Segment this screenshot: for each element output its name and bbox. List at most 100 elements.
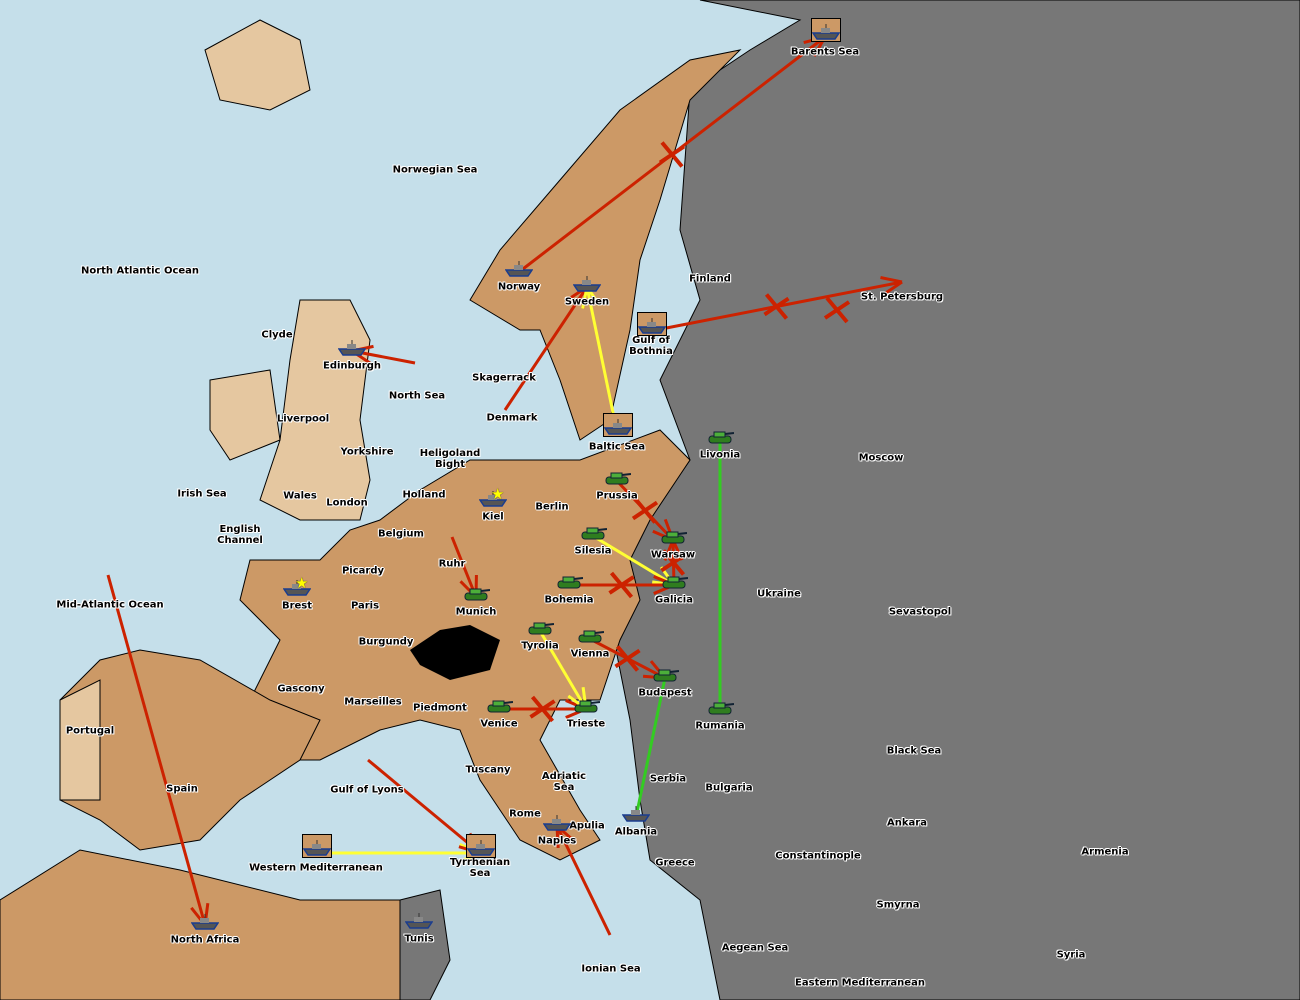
province-label[interactable]: Armenia: [1081, 846, 1129, 858]
region-iceland[interactable]: [204, 19, 311, 111]
army-unit[interactable]: [485, 698, 513, 714]
move-order-line[interactable]: [555, 825, 612, 936]
province-label[interactable]: Berlin: [535, 501, 569, 513]
province-label[interactable]: Syria: [1056, 949, 1086, 961]
province-label[interactable]: Heligoland Bight: [419, 448, 481, 470]
fleet-unit[interactable]: [637, 312, 667, 336]
province-label[interactable]: Silesia: [574, 545, 612, 557]
fleet-unit[interactable]: [479, 491, 507, 507]
province-label[interactable]: Tyrolia: [521, 640, 559, 652]
province-label[interactable]: Serbia: [649, 773, 687, 785]
province-label[interactable]: Venice: [480, 718, 518, 730]
province-label[interactable]: Skagerrack: [472, 372, 536, 384]
province-label[interactable]: North Sea: [388, 390, 446, 402]
move-order-line[interactable]: [106, 574, 207, 926]
move-order-line[interactable]: [450, 536, 478, 598]
hold-support-order-line[interactable]: [634, 677, 667, 818]
province-label[interactable]: Denmark: [486, 412, 538, 424]
province-label[interactable]: Ruhr: [438, 558, 466, 570]
region-portugal[interactable]: [59, 679, 101, 801]
fleet-unit[interactable]: [543, 815, 571, 831]
province-label[interactable]: Paris: [350, 600, 380, 612]
army-unit[interactable]: [660, 574, 688, 590]
army-unit[interactable]: [706, 429, 734, 445]
province-label[interactable]: Liverpool: [276, 413, 330, 425]
support-order-line[interactable]: [592, 534, 675, 587]
province-label[interactable]: Picardy: [341, 565, 385, 577]
province-label[interactable]: Mid-Atlantic Ocean: [56, 599, 164, 611]
province-label[interactable]: Eastern Mediterranean: [795, 977, 925, 989]
province-label[interactable]: Brest: [281, 600, 313, 612]
support-order-line[interactable]: [585, 286, 619, 433]
province-label[interactable]: North Africa: [170, 934, 240, 946]
province-label[interactable]: Finland: [689, 273, 731, 285]
province-label[interactable]: Portugal: [65, 725, 115, 737]
army-unit[interactable]: [603, 470, 631, 486]
province-label[interactable]: Smyrna: [876, 899, 920, 911]
province-label[interactable]: Greece: [655, 857, 695, 869]
province-label[interactable]: Warsaw: [650, 549, 696, 561]
province-label[interactable]: Belgium: [378, 528, 424, 540]
fleet-unit[interactable]: [505, 261, 533, 277]
region-scandinavia[interactable]: [469, 49, 742, 441]
province-label[interactable]: Bohemia: [544, 594, 594, 606]
province-label[interactable]: Rumania: [695, 720, 745, 732]
province-label[interactable]: Marseilles: [344, 696, 402, 708]
province-label[interactable]: Budapest: [638, 687, 692, 699]
province-label[interactable]: Baltic Sea: [588, 441, 646, 453]
province-label[interactable]: Trieste: [566, 718, 606, 730]
army-unit[interactable]: [651, 667, 679, 683]
fleet-unit[interactable]: [338, 340, 366, 356]
army-unit[interactable]: [526, 620, 554, 636]
fleet-unit[interactable]: [283, 580, 311, 596]
province-label[interactable]: Ukraine: [757, 588, 801, 600]
region-switzerland[interactable]: [410, 625, 500, 680]
province-label[interactable]: Norway: [497, 281, 541, 293]
army-unit[interactable]: [555, 574, 583, 590]
province-label[interactable]: Gulf of Bothnia: [629, 335, 673, 357]
army-unit[interactable]: [462, 586, 490, 602]
fleet-unit[interactable]: [302, 834, 332, 858]
fleet-unit[interactable]: [466, 834, 496, 858]
province-label[interactable]: Adriatic Sea: [541, 771, 587, 793]
fleet-unit[interactable]: [811, 18, 841, 42]
province-label[interactable]: Bulgaria: [705, 782, 753, 794]
province-label[interactable]: London: [326, 497, 368, 509]
province-label[interactable]: Spain: [166, 783, 198, 795]
province-label[interactable]: Albania: [614, 826, 658, 838]
province-label[interactable]: North Atlantic Ocean: [80, 265, 200, 277]
province-label[interactable]: Irish Sea: [177, 488, 227, 500]
province-label[interactable]: Clyde: [261, 329, 293, 341]
province-label[interactable]: Edinburgh: [322, 360, 382, 372]
province-label[interactable]: Gulf of Lyons: [330, 784, 404, 796]
army-unit[interactable]: [659, 529, 687, 545]
fleet-unit[interactable]: [191, 914, 219, 930]
province-label[interactable]: Black Sea: [886, 745, 942, 757]
province-label[interactable]: Burgundy: [358, 636, 414, 648]
army-unit[interactable]: [572, 698, 600, 714]
province-label[interactable]: Western Mediterranean: [249, 862, 383, 874]
province-label[interactable]: St. Petersburg: [860, 291, 944, 303]
province-label[interactable]: Aegean Sea: [721, 942, 789, 954]
province-label[interactable]: Wales: [283, 490, 317, 502]
province-label[interactable]: Ankara: [887, 817, 927, 829]
province-label[interactable]: Prussia: [596, 490, 638, 502]
province-label[interactable]: Norwegian Sea: [392, 164, 478, 176]
army-unit[interactable]: [579, 525, 607, 541]
province-label[interactable]: Livonia: [699, 449, 741, 461]
province-label[interactable]: English Channel: [217, 524, 263, 546]
region-ireland[interactable]: [209, 369, 281, 461]
fleet-unit[interactable]: [405, 913, 433, 929]
province-label[interactable]: Naples: [537, 835, 577, 847]
province-label[interactable]: Munich: [455, 606, 497, 618]
army-unit[interactable]: [706, 700, 734, 716]
province-label[interactable]: Ionian Sea: [581, 963, 641, 975]
province-label[interactable]: Galicia: [655, 594, 693, 606]
province-label[interactable]: Yorkshire: [340, 446, 394, 458]
province-label[interactable]: Gascony: [277, 683, 325, 695]
army-unit[interactable]: [576, 628, 604, 644]
province-label[interactable]: Tyrrhenian Sea: [449, 857, 511, 879]
province-label[interactable]: Barents Sea: [790, 46, 860, 58]
province-label[interactable]: Piedmont: [413, 702, 467, 714]
